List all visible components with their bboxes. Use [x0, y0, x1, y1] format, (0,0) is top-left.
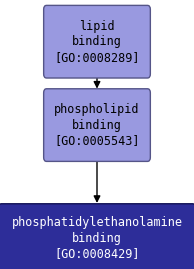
FancyBboxPatch shape: [0, 204, 194, 269]
FancyBboxPatch shape: [44, 89, 150, 161]
Text: lipid
binding
[GO:0008289]: lipid binding [GO:0008289]: [54, 20, 140, 64]
Text: phospholipid
binding
[GO:0005543]: phospholipid binding [GO:0005543]: [54, 103, 140, 147]
Text: phosphatidylethanolamine
binding
[GO:0008429]: phosphatidylethanolamine binding [GO:000…: [11, 216, 183, 260]
FancyBboxPatch shape: [44, 5, 150, 78]
